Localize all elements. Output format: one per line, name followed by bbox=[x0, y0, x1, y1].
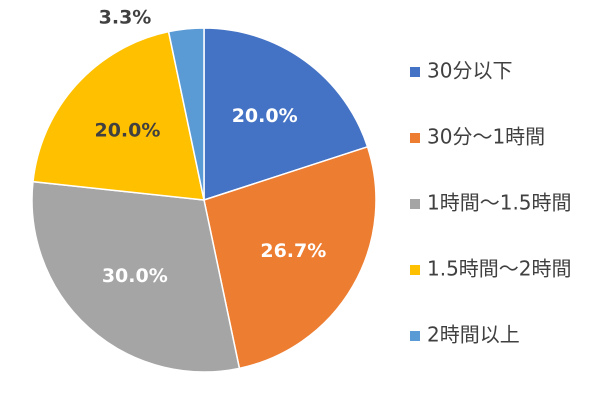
pie-slice bbox=[203, 145, 377, 370]
data-label: 26.7% bbox=[260, 240, 326, 262]
data-label: 3.3% bbox=[99, 7, 152, 29]
pie-slice bbox=[167, 27, 205, 201]
legend-label: 30分～1時間 bbox=[427, 125, 545, 149]
legend-swatch bbox=[410, 265, 420, 275]
legend-swatch bbox=[410, 331, 420, 341]
pie-slice bbox=[32, 30, 205, 201]
legend-label: 1時間～1.5時間 bbox=[427, 191, 572, 215]
data-label: 20.0% bbox=[94, 119, 160, 141]
legend-swatch bbox=[410, 67, 420, 77]
data-label: 30.0% bbox=[102, 265, 168, 287]
legend-swatch bbox=[410, 199, 420, 209]
legend-swatch bbox=[410, 133, 420, 143]
legend-label: 30分以下 bbox=[427, 59, 512, 83]
data-label: 20.0% bbox=[232, 105, 298, 127]
pie-slice bbox=[203, 27, 369, 202]
legend-label: 1.5時間～2時間 bbox=[427, 257, 572, 281]
legend-label: 2時間以上 bbox=[427, 323, 520, 347]
pie-slice bbox=[31, 180, 241, 373]
